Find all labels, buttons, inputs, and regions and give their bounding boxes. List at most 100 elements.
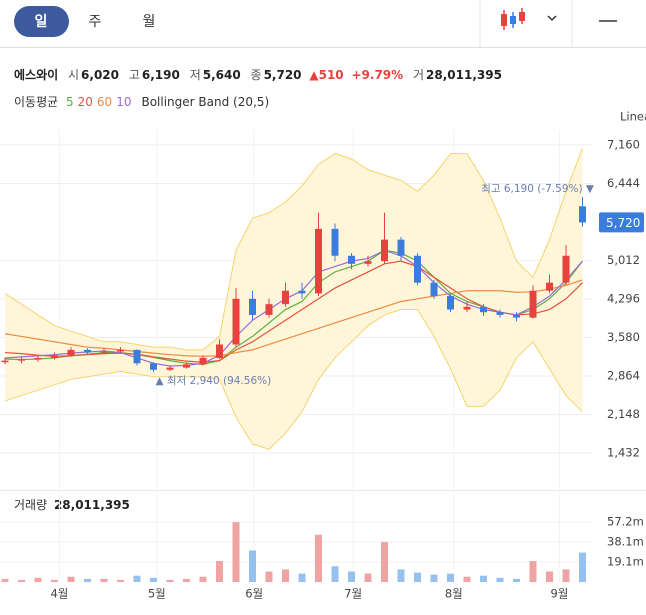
- candle-body: [265, 304, 273, 315]
- candle-body: [18, 359, 25, 361]
- tab[interactable]: 월: [143, 14, 156, 30]
- last-price-badge: [599, 212, 644, 233]
- volume-bar: [298, 573, 306, 582]
- volume-bar: [331, 566, 339, 582]
- candle-body: [381, 239, 388, 262]
- candle-body: [315, 228, 322, 294]
- info-label: 종: [251, 68, 262, 82]
- legend-entry: Bollinger Band (20,5): [141, 95, 269, 109]
- candle-body: [298, 290, 306, 294]
- x-tick-label: 4월: [50, 587, 68, 601]
- volume-bar: [381, 542, 388, 582]
- volume-bar: [480, 575, 487, 582]
- volume-bar: [183, 578, 190, 582]
- volume-bar: [348, 571, 355, 582]
- candle-body: [562, 255, 570, 283]
- x-tick-label: 6월: [245, 587, 263, 601]
- info-label: 시: [68, 68, 79, 82]
- volume-bar: [84, 578, 91, 582]
- x-tick-label: 5월: [148, 587, 166, 601]
- tab[interactable]: 주: [89, 14, 102, 30]
- volume-bar: [117, 579, 124, 582]
- volume-bar: [216, 561, 223, 582]
- last-price-label: 5,720: [606, 216, 640, 230]
- info-value: 6,020: [81, 68, 119, 82]
- candle-body: [183, 364, 190, 368]
- volume-title-label: 거래량: [14, 498, 47, 512]
- candle-body: [463, 306, 471, 310]
- candle-body: [133, 349, 141, 364]
- volume-bar: [430, 574, 438, 582]
- y-tick-label: 1,432: [607, 446, 640, 460]
- legend-entry: 5: [66, 95, 74, 109]
- candle-body: [529, 290, 537, 318]
- volume-bar: [249, 550, 256, 582]
- candle-body: [282, 290, 289, 305]
- volume-bar: [265, 571, 273, 582]
- candle-body: [430, 282, 438, 297]
- candle-body: [51, 355, 58, 358]
- x-tick-label: 8월: [445, 587, 463, 601]
- candle-body: [1, 360, 9, 363]
- volume-bar: [199, 576, 207, 582]
- stock-name: 에스와이: [14, 67, 58, 82]
- candle-body: [166, 367, 174, 370]
- tab-selected[interactable]: [14, 6, 69, 37]
- info-change-pct: +9.79%: [351, 68, 403, 82]
- candle-body: [513, 314, 520, 318]
- candle-body: [150, 363, 157, 370]
- y-tick-label: 38.1m: [607, 534, 644, 548]
- volume-bar: [34, 577, 42, 582]
- legend-entry: 60: [97, 95, 112, 109]
- band-area: [5, 148, 583, 450]
- candle-body: [447, 296, 454, 310]
- volume-bar: [546, 571, 553, 582]
- candle-body: [67, 349, 75, 356]
- volume-bar: [100, 578, 108, 582]
- legend-title: 이동평균: [14, 95, 58, 109]
- volume-bar: [496, 577, 504, 582]
- volume-title: 거래량 28,011,395: [14, 498, 130, 512]
- chart-type-icon[interactable]: [501, 8, 525, 30]
- volume-bar: [51, 579, 58, 582]
- volume-bar: [579, 552, 586, 582]
- volume-bar: [529, 561, 537, 582]
- candle-body: [249, 298, 256, 315]
- y-tick-label: 6,444: [607, 176, 640, 190]
- candle-body: [117, 349, 124, 352]
- volume-bar: [67, 576, 75, 582]
- volume-bar: [513, 578, 520, 582]
- candle-body: [199, 357, 207, 365]
- info-change: ▲510: [309, 68, 343, 82]
- candle-body: [100, 351, 108, 353]
- legend-entry: 10: [116, 95, 131, 109]
- candle-body: [84, 349, 91, 353]
- volume-bar: [414, 572, 421, 582]
- info-label: 저: [190, 68, 201, 82]
- dropdown-icon[interactable]: [547, 15, 557, 22]
- y-tick-label: 7,160: [607, 138, 640, 152]
- volume-bar: [150, 577, 157, 582]
- scale-label: Linea: [620, 110, 646, 124]
- info-value: 6,190: [142, 68, 180, 82]
- info-label: 거: [413, 68, 424, 82]
- candle-body: [414, 255, 421, 283]
- candle-body: [496, 312, 504, 315]
- y-tick-label: 57.2m: [607, 514, 644, 528]
- tab[interactable]: 일: [35, 14, 48, 30]
- candle-body: [331, 228, 339, 256]
- volume-bar: [364, 573, 372, 582]
- volume-bar: [166, 579, 174, 582]
- y-tick-label: 2,864: [607, 369, 640, 383]
- volume-bar: [463, 576, 471, 582]
- volume-bar: [1, 578, 9, 582]
- volume-bar: [315, 534, 322, 582]
- volume-title-value: 28,011,395: [54, 498, 130, 512]
- annotation: 최고 6,190 (-7.59%) ▼: [481, 183, 595, 195]
- volume-bar: [133, 575, 141, 582]
- candle-body: [34, 357, 42, 360]
- candle-body: [546, 282, 553, 291]
- candle-body: [579, 206, 586, 223]
- candle-body: [216, 344, 223, 358]
